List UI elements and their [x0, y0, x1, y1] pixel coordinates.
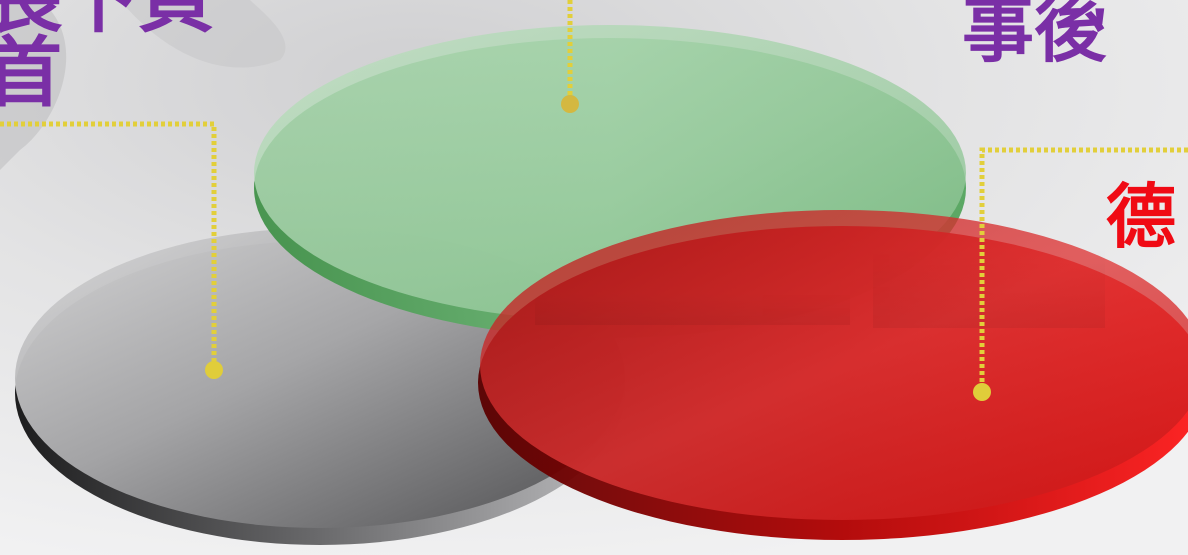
background-figure-shoulder: [120, 0, 286, 68]
label-left-line1: 長下頁: [0, 0, 214, 37]
label-top-right: 事後ᡃ: [962, 0, 1107, 72]
background-figure: [0, 0, 67, 170]
label-right: 德: [1106, 175, 1176, 258]
connector-top-dot: [561, 95, 579, 113]
connector-left: [0, 121, 223, 379]
connector-left-dot: [205, 361, 223, 379]
connector-top: [561, 0, 579, 113]
overlap-blocks: [535, 248, 1105, 328]
connector-right: [973, 147, 1188, 401]
connector-right-dot: [973, 383, 991, 401]
label-left-line2: 首: [0, 28, 62, 118]
label-left: 長下頁 首: [0, 0, 214, 111]
